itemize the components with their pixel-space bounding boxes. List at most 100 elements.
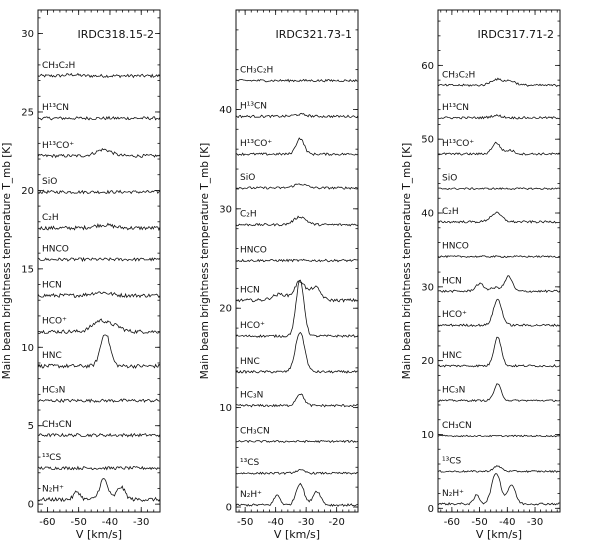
line-label: SiO	[240, 173, 255, 183]
line-label: C₂H	[442, 207, 459, 217]
y-tick-label: 40	[219, 105, 232, 116]
y-tick-label: 30	[21, 29, 34, 40]
line-label: N₂H⁺	[42, 484, 64, 494]
spectrum-line	[37, 398, 161, 404]
x-tick-label: -40	[102, 517, 118, 528]
line-label: HCO⁺	[240, 321, 265, 331]
line-label: HNCO	[42, 244, 69, 254]
panel-title: IRDC318.15-2	[78, 28, 155, 41]
line-label: ¹³CS	[442, 456, 462, 466]
line-label: H¹³CN	[442, 103, 469, 113]
line-label: HC₃N	[442, 386, 465, 396]
x-axis-label: V [km/s]	[476, 528, 522, 540]
x-axis-label: V [km/s]	[76, 528, 122, 540]
spectrum-line	[37, 256, 161, 263]
line-label: N₂H⁺	[442, 489, 464, 499]
spectrum-line	[437, 77, 561, 87]
y-tick-label: 20	[21, 186, 34, 197]
spectrum-line	[437, 434, 561, 438]
plot-frame	[235, 9, 359, 513]
line-label: HNCO	[442, 242, 469, 252]
spectrum-line	[437, 211, 560, 224]
spectrum-line	[37, 115, 161, 121]
x-tick-label: -20	[328, 517, 344, 528]
line-label: H¹³CO⁺	[240, 139, 272, 149]
spectrum-line	[235, 78, 359, 83]
spectrum-line	[437, 141, 561, 156]
line-label: HNC	[42, 351, 62, 361]
spectrum-line	[235, 112, 359, 119]
y-tick-label: 20	[421, 356, 434, 367]
spectrum-line	[235, 331, 359, 374]
spectrum-line	[235, 482, 359, 507]
line-label: SiO	[42, 177, 57, 187]
line-label: HC₃N	[42, 386, 65, 396]
spectrum-line	[437, 336, 561, 368]
spectrum-line	[437, 383, 561, 403]
line-label: CH₃CN	[42, 420, 72, 430]
panel-title: IRDC321.73-1	[276, 28, 353, 41]
x-tick-label: -30	[133, 517, 149, 528]
y-tick-label: 20	[219, 304, 232, 315]
spectrum-line	[235, 393, 359, 408]
y-tick-label: 30	[421, 282, 434, 293]
x-axis-label: V [km/s]	[274, 528, 320, 540]
y-tick-label: 40	[421, 209, 434, 220]
plot-frame	[437, 9, 561, 513]
y-axis-label: Main beam brightness temperature T_mb [K…	[199, 143, 211, 380]
spectrum-line	[235, 468, 359, 475]
spectrum-line	[235, 258, 359, 263]
line-label: ¹³CS	[240, 458, 260, 468]
x-tick-label: -50	[70, 517, 86, 528]
line-label: N₂H⁺	[240, 490, 262, 500]
y-tick-label: 0	[226, 503, 232, 514]
line-label: HCN	[442, 276, 462, 286]
line-label: C₂H	[240, 210, 257, 220]
panel-1: -60 -50 -40 -30 0 5 10 15 20 25 30 V [km/s] Main bea…	[1, 9, 161, 540]
spectrum-line	[235, 279, 359, 339]
spectrum-line	[437, 465, 561, 473]
spectrum-line	[37, 222, 161, 232]
spectrum-line	[37, 318, 161, 334]
line-label: H¹³CN	[240, 101, 267, 111]
line-label: H¹³CO⁺	[42, 141, 74, 151]
line-label: C₂H	[42, 213, 59, 223]
spectrum-line	[438, 114, 561, 120]
line-label: CH₃C₂H	[240, 66, 273, 76]
x-tick-label: -30	[298, 517, 314, 528]
y-tick-label: 10	[21, 343, 34, 354]
line-label: HCN	[42, 281, 62, 291]
x-tick-label: -30	[527, 517, 543, 528]
x-tick-label: -40	[267, 517, 283, 528]
y-tick-label: 50	[421, 135, 434, 146]
spectrum-line	[37, 148, 161, 159]
y-tick-label: 0	[428, 504, 434, 515]
spectrum-line	[437, 473, 561, 506]
line-label: CH₃C₂H	[42, 61, 75, 71]
line-label: SiO	[442, 174, 457, 184]
panel-title: IRDC317.71-2	[478, 28, 555, 41]
y-axis-label: Main beam brightness temperature T_mb [K…	[401, 143, 413, 380]
line-label: CH₃C₂H	[442, 70, 475, 80]
x-tick-label: -50	[237, 517, 253, 528]
line-label: HNCO	[240, 246, 267, 256]
y-tick-label: 15	[21, 264, 34, 275]
line-label: CH₃CN	[240, 426, 270, 436]
y-tick-label: 10	[421, 430, 434, 441]
spectrum-line	[235, 439, 359, 444]
y-tick-label: 10	[219, 403, 232, 414]
spectrum-line	[235, 280, 359, 303]
line-label: ¹³CS	[42, 453, 62, 463]
spectrum-line	[235, 183, 359, 190]
y-tick-label: 5	[28, 421, 34, 432]
line-label: HNC	[442, 351, 462, 361]
line-label: HC₃N	[240, 391, 263, 401]
panel-2: -50 -40 -30 -20 0 10 20 30 40 V [km/s] Main beam b…	[199, 9, 359, 540]
x-tick-label: -50	[471, 517, 487, 528]
x-tick-label: -40	[499, 517, 515, 528]
line-label: H¹³CO⁺	[442, 139, 474, 149]
panel-3: -60 -50 -40 -30 0 10 20 30 40 50 60 V [km/s] Main be…	[401, 9, 561, 540]
plot-frame	[37, 9, 161, 513]
spectrum-line	[37, 334, 161, 369]
